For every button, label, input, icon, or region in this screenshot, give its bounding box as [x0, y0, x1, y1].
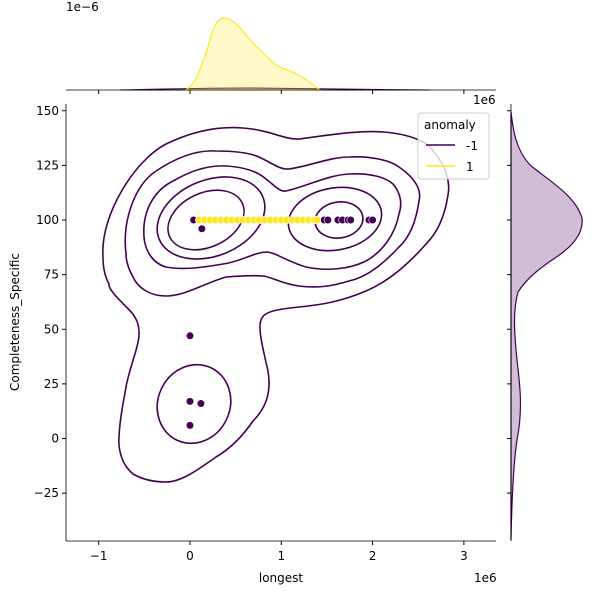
y-tick-label: 0: [51, 432, 59, 446]
y-offset-label: 1e6: [473, 93, 496, 107]
kde-contour-level-4-right: [287, 186, 383, 252]
kde-contour-level-3: [143, 165, 402, 271]
legend-box: [417, 112, 490, 180]
right-marginal: 1e6: [473, 93, 583, 541]
x-tick-label: 1: [277, 549, 285, 563]
kde-contour-level-2: [124, 150, 421, 297]
kde-contours: [102, 126, 450, 483]
y-tick-label: −25: [34, 486, 59, 500]
y-axis-label: Completeness_Specific: [8, 253, 22, 391]
top-marginal-offset-label: 1e−6: [66, 0, 99, 14]
scatter-point-anomaly-minus1: [185, 331, 195, 340]
y-tick-label: 25: [44, 377, 59, 391]
x-tick-label: 0: [186, 549, 194, 563]
y-tick-label: 150: [36, 104, 59, 118]
y-tick-label: 125: [36, 158, 59, 172]
legend: anomaly -1 1: [417, 112, 490, 180]
kde-contour-level-5-left: [167, 189, 245, 251]
x-tick-label: −1: [90, 549, 108, 563]
scatter-point-anomaly-minus1: [196, 399, 206, 408]
kde-contour-bottom: [156, 363, 232, 445]
y-tick-label: 75: [44, 268, 59, 282]
x-tick-label: 3: [460, 549, 468, 563]
scatter-point-anomaly-minus1: [368, 215, 377, 225]
top-kde-anomaly-1: [184, 17, 322, 91]
kde-contour-level-1: [102, 126, 450, 483]
scatter-point-anomaly-minus1: [197, 224, 206, 233]
right-kde-anomaly-minus1: [510, 111, 583, 541]
x-axis-label: longest: [259, 571, 304, 585]
kde-contour-level-4-left: [156, 176, 266, 260]
scatter-point-anomaly-minus1: [323, 215, 332, 225]
y-tick-label: 100: [36, 213, 59, 227]
scatter-point-anomaly-minus1: [346, 215, 355, 225]
top-marginal: 1e−6: [66, 0, 496, 94]
x-offset-label: 1e6: [474, 571, 497, 585]
main-axes: −1 0 1 2 3 −25 0 25 50 75 100 125 150 longest Compl…: [8, 104, 497, 585]
legend-label-1: 1: [466, 160, 474, 174]
scatter-point-anomaly-minus1: [185, 397, 195, 406]
y-tick-label: 50: [44, 322, 59, 336]
scatter-points: [185, 215, 377, 430]
legend-title: anomaly: [424, 118, 476, 132]
x-tick-label: 2: [369, 549, 377, 563]
scatter-point-anomaly-1: [312, 215, 322, 225]
scatter-point-anomaly-minus1: [185, 421, 195, 430]
legend-label-minus1: -1: [466, 139, 478, 153]
